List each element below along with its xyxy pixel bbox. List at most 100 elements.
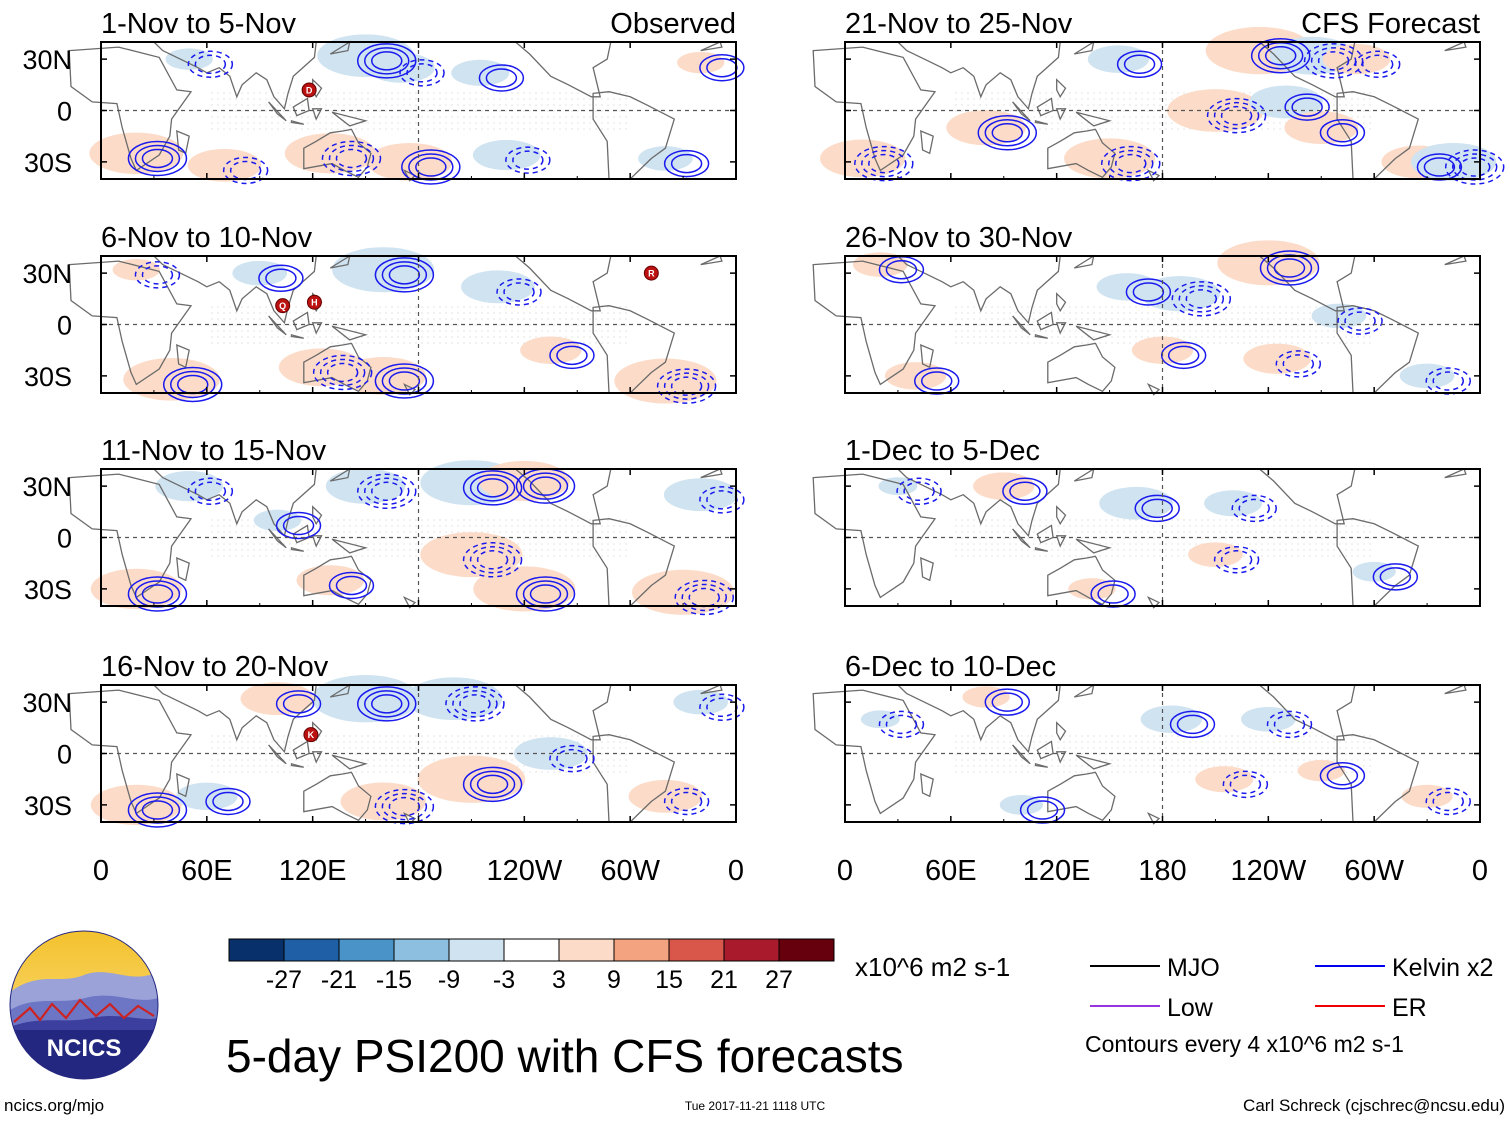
land-outline [1012, 528, 1031, 549]
kelvin-contour [1326, 766, 1359, 786]
land-outline [1056, 505, 1067, 526]
colorbar-tick-label: -27 [266, 966, 302, 994]
kelvin-contour [381, 261, 428, 289]
map-panel: K 30N 0 30S 16-Nov to 20-Nov [22, 651, 745, 828]
storm-letter: Q [279, 301, 286, 311]
kelvin-contour [1115, 153, 1147, 174]
kelvin-contour [896, 477, 942, 506]
kelvin-contour [1344, 311, 1376, 331]
kelvin-contour [1090, 580, 1136, 608]
land-outline [176, 772, 190, 798]
kelvin-contour [445, 686, 505, 722]
colorbar-swatch [668, 938, 725, 962]
kelvin-contour [903, 481, 935, 502]
anomaly-contour-fill [673, 689, 729, 715]
anomaly-contour-fill [284, 133, 376, 174]
land-outline [1012, 315, 1031, 336]
kelvin-contour [326, 362, 359, 383]
land-outline [329, 40, 351, 55]
anomaly-contour-fill [187, 148, 262, 182]
kelvin-contour [258, 264, 304, 293]
kelvin-contour [1213, 101, 1260, 130]
land-outline [1336, 734, 1420, 823]
anomaly-contour-fill [1243, 343, 1311, 374]
ncics-logo [10, 931, 158, 1079]
y-tick-label: 30N [22, 45, 72, 75]
colorbar-swatch [448, 938, 505, 962]
kelvin-contour [529, 476, 562, 496]
legend-label: ER [1392, 994, 1427, 1022]
kelvin-contour [1291, 97, 1323, 117]
kelvin-contour [319, 358, 366, 387]
land-outline [1056, 292, 1067, 313]
kelvin-contour [522, 580, 569, 608]
land-outline [896, 468, 1061, 538]
kelvin-contour [1171, 281, 1232, 317]
x-tick-label: 0 [728, 855, 744, 887]
anomaly-contour-fill [165, 48, 213, 70]
kelvin-contour [1220, 105, 1253, 126]
land-outline [1073, 467, 1095, 482]
kelvin-contour [663, 149, 710, 178]
anomaly-contour-fill [878, 477, 918, 495]
land-outline [1047, 771, 1116, 822]
kelvin-contour [1275, 350, 1322, 378]
anomaly-contour-fill [155, 471, 223, 502]
kelvin-contour [162, 366, 223, 403]
kelvin-contour [670, 153, 703, 174]
land-outline [1444, 255, 1467, 266]
kelvin-contour [357, 686, 417, 722]
colorbar-swatch [778, 938, 835, 962]
kelvin-contour [1379, 567, 1412, 587]
y-tick-label: 0 [57, 524, 72, 554]
kelvin-contour [670, 376, 703, 396]
kelvin-contour [1361, 54, 1394, 75]
kelvin-contour [364, 477, 410, 506]
kelvin-contour [984, 119, 1031, 147]
colorbar-tick-label: 27 [765, 966, 793, 994]
colorbar-units: x10^6 m2 s-1 [855, 952, 1010, 982]
colorbar: -27 -21 -15 -9 -3 3 9 15 21 27 [228, 938, 835, 994]
kelvin-contour [1009, 481, 1041, 502]
kelvin-contour [127, 140, 188, 177]
kelvin-contour [1229, 774, 1262, 795]
land-outline [331, 538, 368, 554]
land-outline [700, 468, 723, 479]
x-tick-label: 60W [1344, 855, 1404, 887]
kelvin-contour [663, 372, 710, 400]
land-outline [331, 111, 368, 127]
kelvin-contour [515, 576, 576, 612]
land-outline [268, 528, 287, 549]
land-outline [513, 255, 612, 312]
kelvin-contour [459, 694, 491, 714]
kelvin-contour [549, 341, 595, 370]
kelvin-contours [896, 477, 1419, 608]
land-outline [592, 91, 676, 180]
anomaly-contour-fill [405, 677, 503, 721]
kelvin-contour [512, 150, 544, 170]
land-outline [1257, 684, 1356, 741]
anomaly-contour-fill [663, 478, 738, 512]
colorbar-swatch [613, 938, 670, 962]
map-panel: 21-Nov to 25-Nov CFS Forecast [812, 8, 1505, 185]
kelvin-contour [1266, 254, 1313, 282]
land-outline [152, 41, 317, 111]
kelvin-contour [469, 546, 516, 574]
legend-label: Kelvin x2 [1392, 954, 1493, 982]
kelvin-contour [977, 115, 1038, 151]
colorbar-tick-label: -15 [376, 966, 412, 994]
kelvin-contour [476, 550, 509, 570]
kelvin-contour [388, 796, 421, 817]
anomaly-contour-fill [1311, 303, 1367, 329]
kelvin-contour [364, 47, 410, 75]
coastlines [68, 40, 723, 182]
kelvin-contour [1178, 285, 1225, 313]
land-outline [331, 325, 368, 341]
kelvin-contour [1273, 714, 1306, 735]
colorbar-swatch [228, 938, 285, 962]
kelvin-contour [1169, 710, 1216, 739]
kelvin-contour [134, 261, 181, 289]
legend-label: Low [1167, 994, 1214, 1022]
land-outline [700, 41, 723, 52]
land-outline [329, 683, 351, 698]
